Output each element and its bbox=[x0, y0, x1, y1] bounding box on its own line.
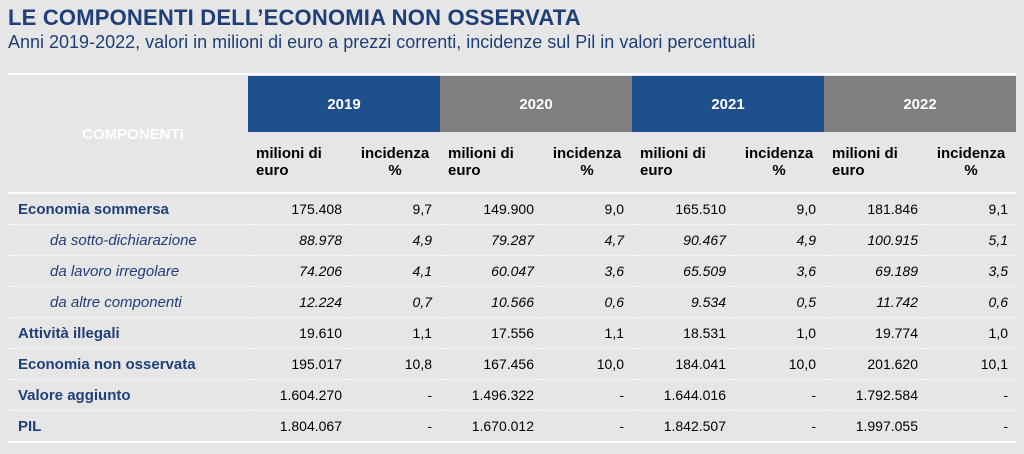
cell-value: 1.644.016 bbox=[632, 379, 734, 411]
subheader-value-2020: milioni di euro bbox=[440, 132, 542, 194]
cell-value: 1.804.067 bbox=[248, 410, 350, 443]
cell-value: 195.017 bbox=[248, 348, 350, 380]
cell-value: 184.041 bbox=[632, 348, 734, 380]
cell-value: 88.978 bbox=[248, 224, 350, 256]
cell-value: 18.531 bbox=[632, 317, 734, 349]
table-row: Economia non osservata 195.017 10,8 167.… bbox=[8, 348, 1016, 380]
cell-value: 201.620 bbox=[824, 348, 926, 380]
page-title: LE COMPONENTI DELL’ECONOMIA NON OSSERVAT… bbox=[8, 5, 581, 30]
cell-value: 11.742 bbox=[824, 286, 926, 318]
top-divider bbox=[8, 73, 1016, 75]
cell-incidence: 3,6 bbox=[542, 255, 632, 287]
table-row: da lavoro irregolare 74.206 4,1 60.047 3… bbox=[8, 255, 1016, 287]
cell-incidence: - bbox=[350, 379, 440, 411]
year-header-2021: 2021 bbox=[632, 76, 824, 132]
year-header-2019: 2019 bbox=[248, 76, 440, 132]
cell-incidence: - bbox=[734, 410, 824, 443]
cell-value: 17.556 bbox=[440, 317, 542, 349]
cell-incidence: - bbox=[350, 410, 440, 443]
cell-incidence: 3,5 bbox=[926, 255, 1016, 287]
cell-value: 19.610 bbox=[248, 317, 350, 349]
components-table: COMPONENTI 2019 2020 2021 2022 milioni d… bbox=[8, 76, 1016, 443]
cell-incidence: 4,1 bbox=[350, 255, 440, 287]
cell-incidence: 1,0 bbox=[926, 317, 1016, 349]
table-row: PIL 1.804.067 - 1.670.012 - 1.842.507 - … bbox=[8, 410, 1016, 443]
cell-incidence: 3,6 bbox=[734, 255, 824, 287]
row-label: Economia sommersa bbox=[8, 193, 248, 225]
cell-value: 1.842.507 bbox=[632, 410, 734, 443]
row-label: Economia non osservata bbox=[8, 348, 248, 380]
cell-incidence: 10,1 bbox=[926, 348, 1016, 380]
cell-value: 74.206 bbox=[248, 255, 350, 287]
cell-value: 69.189 bbox=[824, 255, 926, 287]
cell-value: 167.456 bbox=[440, 348, 542, 380]
cell-value: 100.915 bbox=[824, 224, 926, 256]
cell-value: 149.900 bbox=[440, 193, 542, 225]
subheader-incidence-2021: incidenza % bbox=[734, 132, 824, 194]
cell-incidence: 4,9 bbox=[734, 224, 824, 256]
cell-value: 60.047 bbox=[440, 255, 542, 287]
table-row: Attività illegali 19.610 1,1 17.556 1,1 … bbox=[8, 317, 1016, 349]
cell-incidence: 9,1 bbox=[926, 193, 1016, 225]
cell-value: 1.792.584 bbox=[824, 379, 926, 411]
subheader-incidence-2019: incidenza % bbox=[350, 132, 440, 194]
cell-incidence: 10,0 bbox=[542, 348, 632, 380]
cell-value: 65.509 bbox=[632, 255, 734, 287]
subheader-incidence-2022: incidenza % bbox=[926, 132, 1016, 194]
year-header-2020: 2020 bbox=[440, 76, 632, 132]
cell-value: 79.287 bbox=[440, 224, 542, 256]
cell-value: 1.997.055 bbox=[824, 410, 926, 443]
table-row: da altre componenti 12.224 0,7 10.566 0,… bbox=[8, 286, 1016, 318]
cell-incidence: 10,8 bbox=[350, 348, 440, 380]
row-label: da lavoro irregolare bbox=[8, 255, 248, 287]
cell-incidence: 9,7 bbox=[350, 193, 440, 225]
cell-incidence: 1,1 bbox=[350, 317, 440, 349]
page-subtitle: Anni 2019-2022, valori in milioni di eur… bbox=[8, 32, 756, 52]
cell-incidence: 0,6 bbox=[542, 286, 632, 318]
row-label: da altre componenti bbox=[8, 286, 248, 318]
cell-incidence: 4,9 bbox=[350, 224, 440, 256]
components-header: COMPONENTI bbox=[8, 76, 248, 194]
cell-incidence: 0,7 bbox=[350, 286, 440, 318]
cell-value: 1.670.012 bbox=[440, 410, 542, 443]
cell-incidence: 4,7 bbox=[542, 224, 632, 256]
cell-incidence: - bbox=[926, 410, 1016, 443]
cell-value: 1.496.322 bbox=[440, 379, 542, 411]
cell-value: 12.224 bbox=[248, 286, 350, 318]
subheader-value-2021: milioni di euro bbox=[632, 132, 734, 194]
row-label: Attività illegali bbox=[8, 317, 248, 349]
cell-incidence: 0,6 bbox=[926, 286, 1016, 318]
row-label: Valore aggiunto bbox=[8, 379, 248, 411]
cell-incidence: 9,0 bbox=[542, 193, 632, 225]
cell-value: 90.467 bbox=[632, 224, 734, 256]
year-header-2022: 2022 bbox=[824, 76, 1016, 132]
cell-incidence: 9,0 bbox=[734, 193, 824, 225]
cell-incidence: 1,1 bbox=[542, 317, 632, 349]
cell-incidence: - bbox=[734, 379, 824, 411]
cell-value: 19.774 bbox=[824, 317, 926, 349]
cell-incidence: 1,0 bbox=[734, 317, 824, 349]
cell-incidence: 0,5 bbox=[734, 286, 824, 318]
subheader-incidence-2020: incidenza % bbox=[542, 132, 632, 194]
table-row: da sotto-dichiarazione 88.978 4,9 79.287… bbox=[8, 224, 1016, 256]
table-row: Economia sommersa 175.408 9,7 149.900 9,… bbox=[8, 193, 1016, 225]
row-label: da sotto-dichiarazione bbox=[8, 224, 248, 256]
cell-incidence: 5,1 bbox=[926, 224, 1016, 256]
cell-value: 10.566 bbox=[440, 286, 542, 318]
cell-incidence: - bbox=[926, 379, 1016, 411]
subheader-value-2019: milioni di euro bbox=[248, 132, 350, 194]
cell-value: 165.510 bbox=[632, 193, 734, 225]
cell-incidence: 10,0 bbox=[734, 348, 824, 380]
cell-value: 175.408 bbox=[248, 193, 350, 225]
cell-incidence: - bbox=[542, 379, 632, 411]
cell-incidence: - bbox=[542, 410, 632, 443]
subheader-value-2022: milioni di euro bbox=[824, 132, 926, 194]
cell-value: 9.534 bbox=[632, 286, 734, 318]
row-label: PIL bbox=[8, 410, 248, 443]
cell-value: 181.846 bbox=[824, 193, 926, 225]
table-row: Valore aggiunto 1.604.270 - 1.496.322 - … bbox=[8, 379, 1016, 411]
cell-value: 1.604.270 bbox=[248, 379, 350, 411]
